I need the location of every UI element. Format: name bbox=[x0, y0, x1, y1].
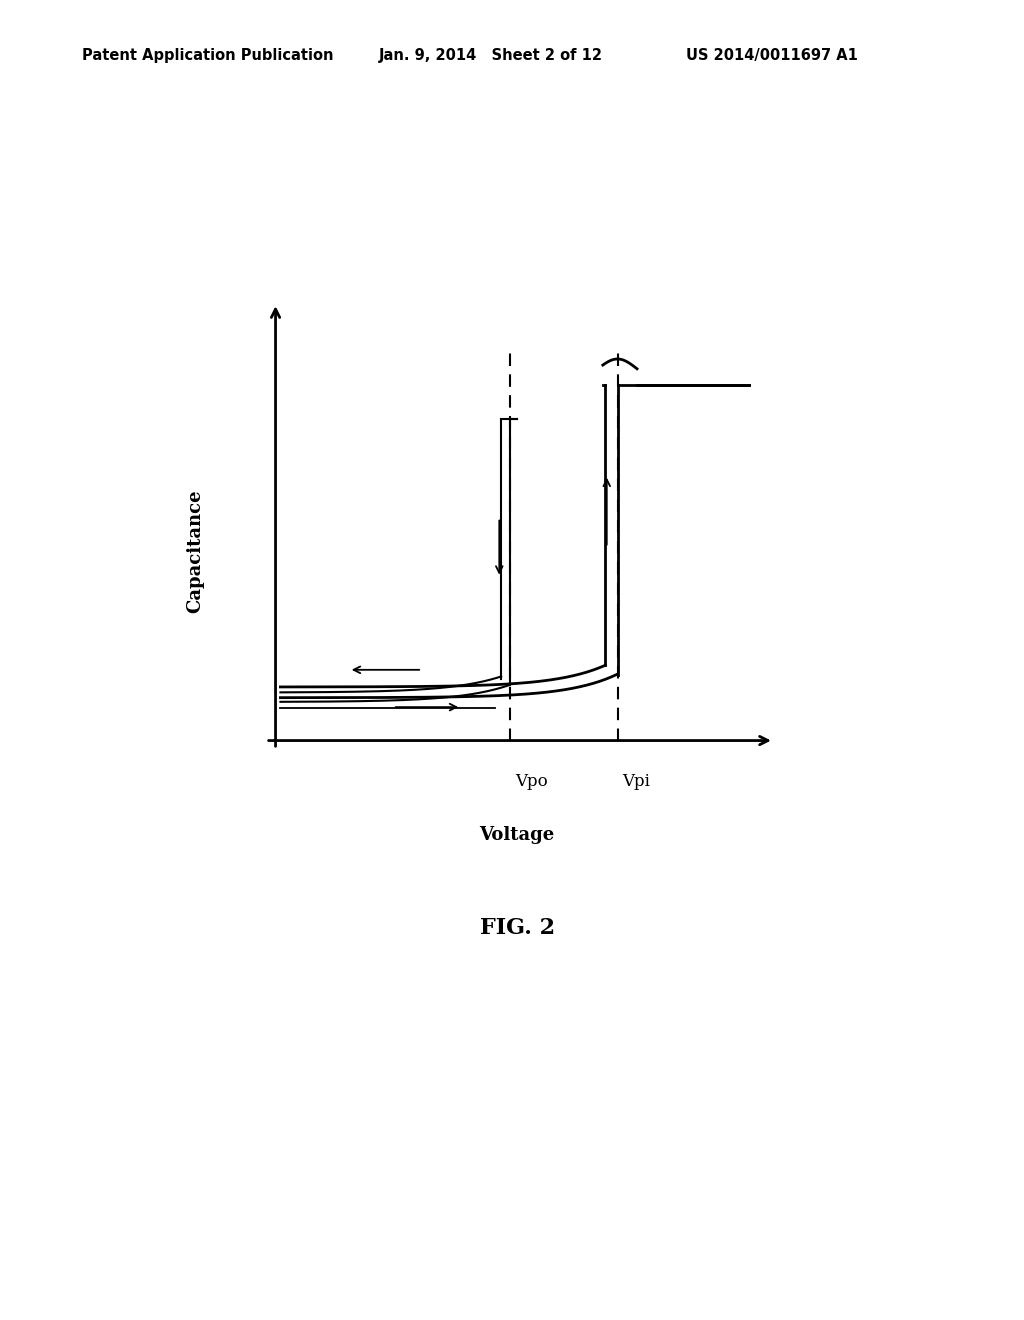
Text: Patent Application Publication: Patent Application Publication bbox=[82, 48, 334, 62]
Text: Vpi: Vpi bbox=[623, 772, 650, 789]
Text: Voltage: Voltage bbox=[479, 826, 555, 845]
Text: Capacitance: Capacitance bbox=[185, 490, 204, 612]
Text: Jan. 9, 2014   Sheet 2 of 12: Jan. 9, 2014 Sheet 2 of 12 bbox=[379, 48, 603, 62]
Text: FIG. 2: FIG. 2 bbox=[479, 917, 555, 940]
Text: US 2014/0011697 A1: US 2014/0011697 A1 bbox=[686, 48, 858, 62]
Text: Vpo: Vpo bbox=[515, 772, 548, 789]
